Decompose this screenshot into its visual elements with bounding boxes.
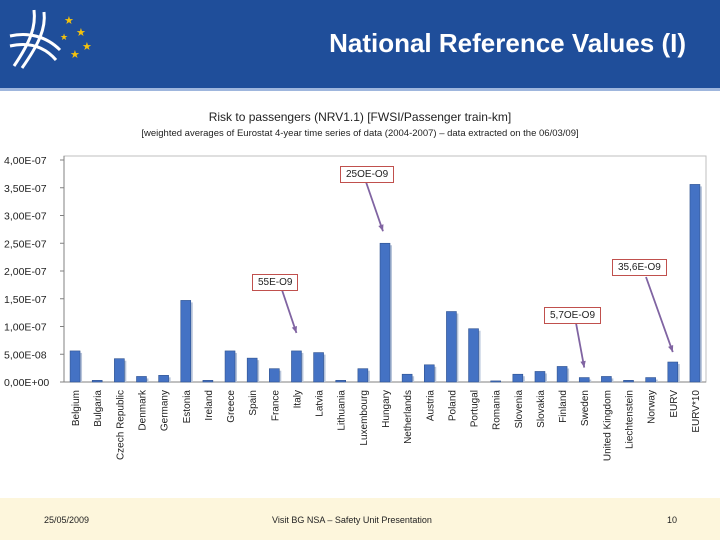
- svg-text:★: ★: [60, 33, 68, 43]
- arrow-italy: [281, 289, 298, 334]
- slide-header: ★ ★ ★ ★ ★ National Reference Values (I): [0, 0, 720, 91]
- x-tick-label: Belgium: [71, 390, 82, 426]
- header-divider: [0, 88, 720, 91]
- x-tick-label: Germany: [160, 390, 171, 431]
- x-tick-label: Romania: [492, 390, 503, 430]
- arrow-eurv10: [645, 276, 674, 353]
- x-tick-label: EURV: [669, 390, 680, 418]
- bar: [556, 366, 568, 383]
- x-tick-label: Luxembourg: [359, 390, 370, 446]
- bar: [269, 368, 280, 383]
- bar: [246, 357, 258, 383]
- svg-text:★: ★: [64, 14, 74, 27]
- svg-text:★: ★: [70, 48, 80, 61]
- x-tick-label: Finland: [558, 390, 569, 423]
- bar: [379, 242, 391, 383]
- bar: [357, 368, 369, 383]
- callout-hungary: 25OE-O9: [340, 166, 395, 183]
- x-tick-label: Estonia: [182, 390, 193, 424]
- y-tick-label: 5,00E-08: [4, 349, 47, 361]
- bar: [224, 350, 236, 383]
- bar: [180, 300, 192, 383]
- footer-date: 25/05/2009: [44, 515, 90, 525]
- y-tick-label: 1,00E-07: [4, 322, 47, 334]
- x-tick-label: France: [270, 390, 281, 422]
- bar: [601, 376, 612, 383]
- bar: [335, 380, 347, 383]
- x-tick-label: Ireland: [204, 390, 215, 421]
- bar: [114, 358, 125, 383]
- y-tick-label: 2,50E-07: [4, 238, 47, 250]
- bar: [446, 311, 457, 383]
- x-tick-label: Greece: [226, 390, 237, 423]
- arrow-hungary-head: [378, 224, 384, 232]
- bar: [202, 380, 214, 383]
- x-tick-label: Liechtenstein: [625, 390, 636, 449]
- bar: [136, 376, 147, 383]
- x-tick-label: United Kingdom: [602, 390, 613, 461]
- arrow-hungary: [365, 181, 384, 232]
- footer-presentation-title: Visit BG NSA – Safety Unit Presentation: [272, 515, 432, 525]
- x-tick-label: Denmark: [137, 389, 148, 431]
- bar: [578, 377, 590, 383]
- y-tick-label: 0,00E+00: [4, 377, 49, 389]
- era-logo-icon: ★ ★ ★ ★ ★: [9, 9, 92, 69]
- bar: [69, 350, 81, 383]
- slide-title: National Reference Values (I): [329, 28, 686, 58]
- x-tick-label: Poland: [447, 390, 458, 421]
- bar: [667, 361, 679, 383]
- bar: [623, 380, 634, 383]
- x-tick-label: Netherlands: [403, 390, 414, 444]
- bar: [468, 328, 479, 383]
- bar: [512, 373, 524, 383]
- bar: [158, 375, 169, 383]
- x-tick-label: Slovenia: [514, 390, 525, 429]
- arrow-italy-head: [291, 325, 297, 333]
- x-tick-label: Latvia: [315, 390, 326, 417]
- x-tick-label: Czech Republic: [115, 390, 126, 460]
- bar: [401, 373, 413, 383]
- x-tick-label: EURV*10: [691, 390, 702, 433]
- bar: [91, 380, 103, 383]
- x-tick-label: Spain: [248, 390, 259, 416]
- bar: [645, 377, 656, 383]
- y-tick-label: 3,00E-07: [4, 211, 47, 223]
- x-tick-label: Bulgaria: [93, 390, 104, 427]
- callout-eurv10: 35,6E-O9: [612, 259, 667, 276]
- x-tick-label: Hungary: [381, 390, 392, 428]
- x-tick-label: Austria: [425, 390, 436, 422]
- callout-sweden: 5,7OE-O9: [544, 307, 602, 324]
- x-tick-label: Sweden: [580, 390, 591, 426]
- x-tick-label: Portugal: [470, 390, 481, 427]
- bar: [313, 352, 324, 383]
- y-tick-label: 3,50E-07: [4, 183, 47, 195]
- x-tick-label: Italy: [292, 390, 303, 408]
- bar: [423, 364, 435, 383]
- arrow-sweden-head: [580, 360, 586, 368]
- y-tick-label: 4,00E-07: [4, 155, 47, 167]
- header-band: [0, 0, 720, 88]
- y-tick-label: 2,00E-07: [4, 266, 47, 278]
- arrow-eurv10-head: [668, 345, 674, 353]
- bar: [291, 350, 302, 383]
- slide-footer: [0, 498, 720, 540]
- chart-title: Risk to passengers (NRV1.1) [FWSI/Passen…: [208, 110, 512, 124]
- y-tick-label: 1,50E-07: [4, 294, 47, 306]
- x-tick-label: Slovakia: [536, 390, 547, 428]
- footer-page-number: 10: [667, 515, 678, 525]
- callout-italy: 55E-O9: [252, 274, 299, 291]
- bar: [534, 371, 546, 383]
- bar: [689, 184, 701, 383]
- x-tick-label: Norway: [647, 390, 658, 424]
- chart-subtitle: [weighted averages of Eurostat 4-year ti…: [141, 128, 579, 139]
- svg-text:★: ★: [76, 26, 86, 39]
- x-tick-label: Lithuania: [337, 390, 348, 431]
- bar: [490, 380, 501, 383]
- bar-chart: 0,00E+00 5,00E-08 1,00E-07 1,50E-07 2,00E-07…: [4, 155, 707, 461]
- arrow-sweden: [575, 322, 586, 368]
- svg-text:★: ★: [82, 40, 92, 53]
